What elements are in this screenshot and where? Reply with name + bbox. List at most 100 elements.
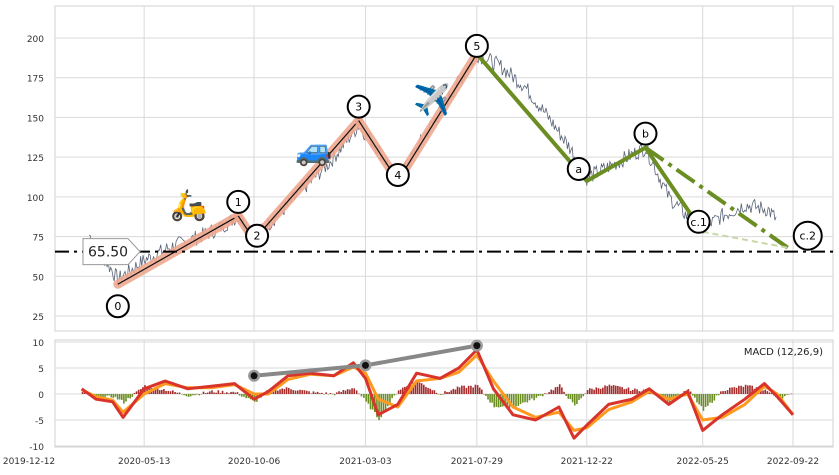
macd-hist-bar [522,394,524,403]
macd-hist-bar [612,385,615,394]
macd-title: MACD (12,26,9) [744,347,823,358]
macd-hist-bar [414,382,417,394]
macd-hist-bar [709,394,711,403]
macd-hist-bar [760,389,762,394]
macd-hist-bar [395,394,398,395]
macd-hist-bar [717,394,720,396]
macd-hist-bar [303,390,306,394]
macd-hist-bar [766,391,769,394]
x-axis-ticks: 2019-12-12 2020-05-13 2020-10-06 2021-03-03… [3,457,819,467]
macd-hist-bar [316,391,319,394]
macd-hist-bar [558,384,561,394]
macd-hist-bar [715,394,718,396]
macd-hist-bar [245,394,247,399]
macd-hist-bar [694,394,696,398]
macd-hist-bar [198,394,201,396]
macd-hist-bar [331,393,334,395]
macd-hist-bar [204,393,207,394]
macd-hist-bar [533,394,535,401]
macd-hist-bar [427,387,429,394]
macd-hist-bar [418,382,421,394]
macd-hist-bar [580,394,582,399]
macd-hist-bar [211,390,213,394]
macd-hist-bar [481,389,483,394]
macd-hist-bar [308,391,310,394]
macd-hist-bar [689,391,692,394]
macd-hist-bar [489,394,491,403]
macd-hist-bar [702,394,705,411]
macd-hist-bar [548,392,550,394]
price-y-ticks: 25 50 75 100 125 150 175 200 [27,35,44,323]
macd-hist-bar [458,387,461,394]
macd-hist-bar [627,387,630,394]
impulse-wave-line [117,215,239,285]
macd-hist-bar [578,394,580,401]
macd-hist-bar [158,390,161,394]
macd-lines [80,348,795,440]
macd-hist-bar [724,390,727,394]
macd-hist-bar [420,383,423,394]
macd-hist-bar [279,389,281,394]
macd-hist-bar [161,389,163,394]
macd-hist-bar [504,394,506,406]
macd-hist-bar [435,392,438,394]
macd-hist-bar [312,391,315,394]
macd-hist-bar [729,387,731,394]
macd-hist-bar [106,394,108,396]
wave-label: 4 [394,169,401,182]
macd-hist-bar [491,394,493,403]
macd-hist-bar [621,387,623,394]
price-y-tick-label: 175 [27,75,44,85]
macd-hist-bar [346,389,349,394]
macd-hist-bar [110,394,113,398]
macd-hist-bar [272,390,275,394]
wave-labels: 0 1 2 3 4 5 a b c.1 c.2 [105,33,823,319]
x-tick-label: 2020-10-06 [228,457,281,467]
wave-label: c.2 [799,230,816,243]
macd-hist-bar [391,394,393,399]
macd-hist-bar [467,385,470,394]
divergence-point [250,372,258,380]
macd-hist-bar [495,394,498,407]
macd-hist-bar [740,385,742,394]
macd-hist-bar [133,392,136,394]
macd-hist-bar [393,394,396,396]
macd-hist-bar [232,391,234,394]
macd-hist-bar [200,394,203,395]
macd-hist-bar [456,386,459,394]
macd-hist-bar [183,394,185,396]
macd-hist-bar [189,394,192,397]
x-tick-label: 2022-09-22 [767,457,819,467]
macd-hist-bar [425,386,427,394]
macd-hist-bar [537,394,540,396]
macd-hist-bar [176,392,179,394]
macd-hist-bar [127,394,129,399]
price-panel-frame [54,5,834,332]
macd-hist-bar [591,388,593,394]
macd-hist-bar [625,388,628,394]
price-y-tick-label: 150 [27,114,44,124]
macd-hist-bar [299,389,301,394]
macd-hist-bar [342,390,345,394]
macd-hist-bar [528,394,531,401]
wave-label: 3 [355,101,362,114]
macd-hist-bar [219,393,222,394]
macd-hist-bar [104,394,106,397]
macd-hist-bar [535,394,538,398]
macd-hist-bar [236,392,239,394]
macd-hist-bar [135,391,138,394]
macd-hist-bar [340,392,342,394]
divergence-point [473,342,481,350]
macd-hist-bar [367,394,370,404]
macd-hist-bar [292,390,295,394]
macd-hist-bar [691,394,694,396]
macd-hist-bar [450,390,453,394]
macd-hist-bar [762,390,764,394]
wave-label: a [575,163,582,176]
macd-hist-bar [599,388,602,394]
macd-hist-bar [192,394,194,396]
macd-hist-bar [363,394,365,398]
macd-hist-bar [571,394,574,403]
macd-hist-bar [310,393,313,394]
macd-hist-bar [720,391,722,394]
